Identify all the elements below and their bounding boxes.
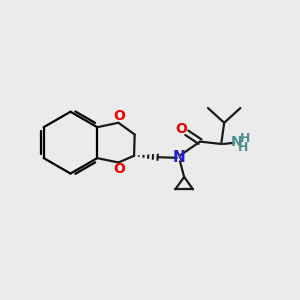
Text: O: O	[176, 122, 188, 136]
Text: H: H	[240, 132, 250, 145]
Text: N: N	[172, 150, 185, 165]
Text: O: O	[113, 109, 125, 123]
Text: O: O	[113, 162, 125, 176]
Text: N: N	[231, 136, 242, 149]
Text: H: H	[238, 141, 248, 154]
